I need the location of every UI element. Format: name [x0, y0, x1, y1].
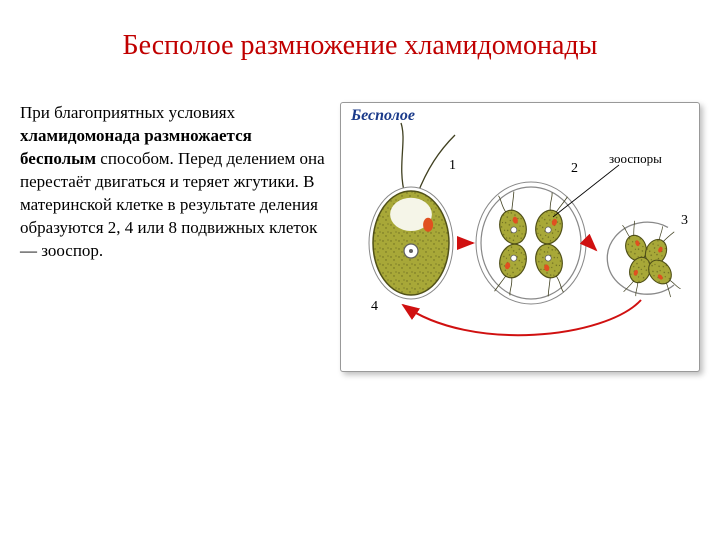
description-text: При благоприятных условиях хламидомонада… — [20, 102, 330, 372]
page-title: Бесполое размножение хламидомонады — [0, 0, 720, 62]
diagram-container: Бесполое зооспоры 1 2 3 4 — [340, 102, 700, 372]
content-row: При благоприятных условиях хламидомонада… — [0, 102, 720, 372]
diagram-svg — [341, 103, 701, 373]
asexual-reproduction-diagram: Бесполое зооспоры 1 2 3 4 — [340, 102, 700, 372]
para-part-1: При благоприятных условиях — [20, 103, 235, 122]
